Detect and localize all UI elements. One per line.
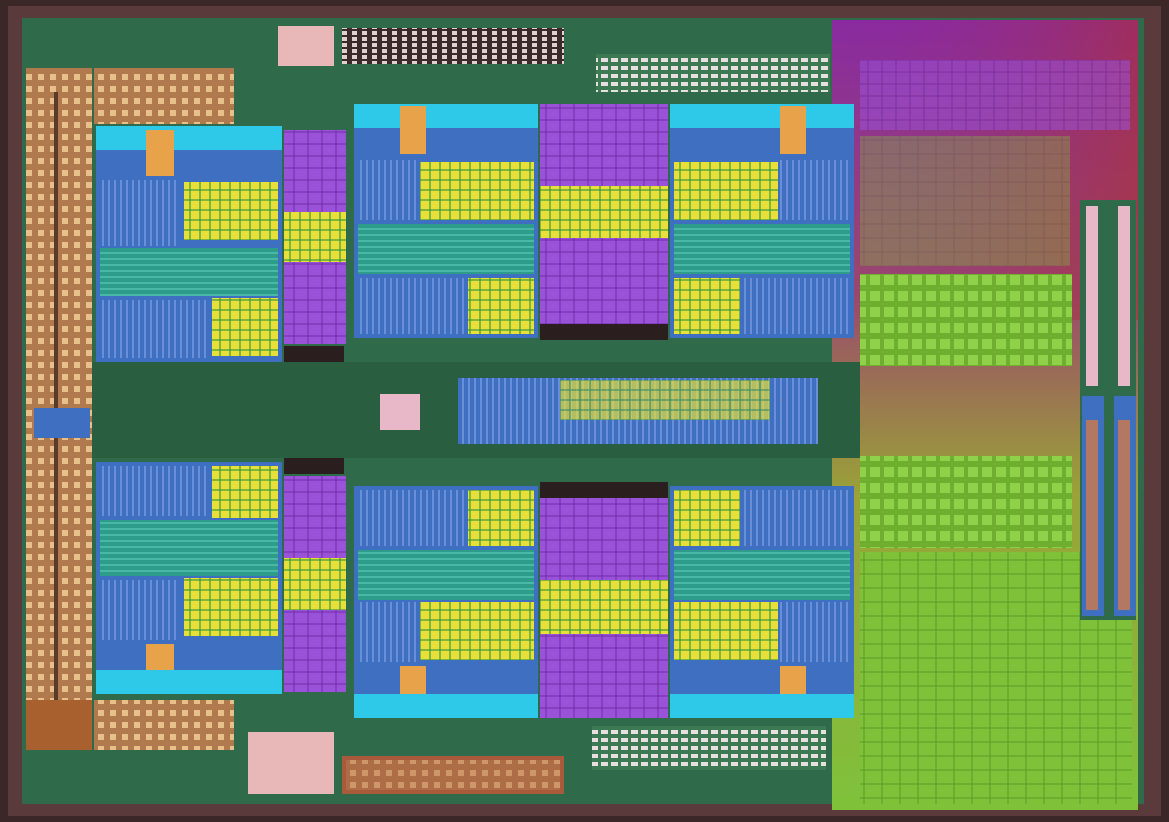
core-5-sram-lower [420,602,534,660]
core-5-sram-upper [468,490,534,546]
core-4-logic-lower [100,580,180,640]
core-1-sram-upper [184,182,278,240]
core-5-logic-mid [358,550,534,600]
connector-block-1 [284,346,344,362]
core-1-orange-block [146,130,174,176]
bottom-left-pad-array [94,700,234,750]
top-right-io-strip [596,54,830,92]
right-bus-lane-6 [1118,420,1130,610]
connector-block-4 [540,482,668,498]
bottom-io-strip-pads [346,760,560,790]
core-6-logic-upper [744,490,850,546]
core-3-logic-upper [780,160,850,220]
core-2-sram-lower [468,278,534,334]
core-4-cyan-edge [96,670,282,694]
bottom-right-io-strip [592,726,826,770]
connector-block-3 [540,324,668,340]
right-bus-lane-1 [1086,206,1098,386]
core-2-logic-upper [358,160,418,220]
core-4-logic-upper [100,466,210,516]
core-5-logic-lower [358,602,418,662]
core-5-cyan-edge [354,694,538,718]
core-2-logic-lower [358,278,464,334]
core-3-logic-mid [674,224,850,274]
top-pink-block [278,26,334,66]
l3-cache-upper-bank [860,60,1130,130]
core-1-logic-mid [100,248,278,296]
io-pad-array-upper [860,274,1072,366]
core-6-sram-upper [674,490,740,546]
core-6-logic-lower [780,602,850,662]
connector-block-2 [284,458,344,474]
core-4-l2-tags [284,558,346,610]
core-6-sram-lower [674,602,778,660]
bottom-left-pad-block [26,700,92,750]
core-4-logic-mid [100,520,278,576]
io-pad-array-lower [860,456,1072,548]
core-3-cyan-edge [670,104,854,128]
core-3-logic-lower [744,278,850,334]
core-5-logic-upper [358,490,464,546]
right-bus-lane-2 [1118,206,1130,386]
left-io-connector [34,408,90,438]
central-crossbar-port [380,394,420,430]
core-1-l2-tags [284,212,346,262]
core-3-sram-upper [674,162,778,220]
top-io-strip [342,28,564,64]
core-2-logic-mid [358,224,534,274]
l3-cache-mid-bank [860,136,1070,266]
right-bus-lane-5 [1086,420,1098,610]
bottom-center-l2-tags [540,580,668,634]
core-4-sram-upper [212,466,278,518]
core-2-orange-block [400,106,426,154]
core-2-cyan-edge [354,104,538,128]
bottom-pink-block [248,732,334,794]
top-left-pad-array [94,68,234,124]
core-3-orange-block [780,106,806,154]
core-3-sram-lower [674,278,740,334]
core-2-sram-upper [420,162,534,220]
core-1-logic-upper [100,180,180,246]
central-crossbar-sram [560,380,770,420]
core-4-sram-lower [184,578,278,636]
core-1-cyan-edge [96,126,282,150]
core-6-logic-mid [674,550,850,600]
core-1-sram-lower [212,298,278,356]
core-1-logic-lower [100,300,210,358]
top-center-l2-tags [540,186,668,238]
core-6-cyan-edge [670,694,854,718]
